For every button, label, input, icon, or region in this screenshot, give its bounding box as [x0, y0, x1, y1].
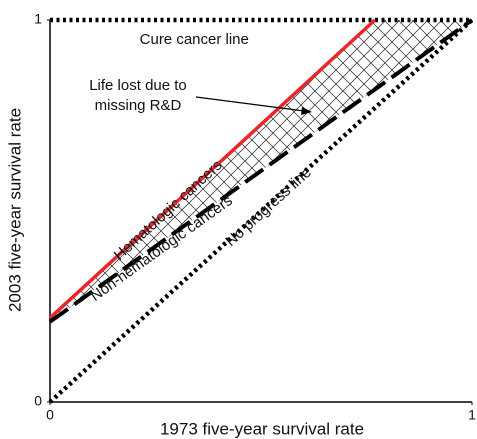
series-label: Cure cancer line	[140, 31, 249, 48]
x-axis-label: 1973 five-year survival rate	[160, 419, 364, 438]
annotation-arrow	[195, 96, 305, 112]
y-tick-label: 0	[34, 393, 42, 409]
series-line	[48, 18, 377, 320]
annotation: Life lost due to	[89, 77, 187, 94]
arrow-head	[301, 107, 312, 115]
y-tick-label: 1	[34, 11, 42, 27]
y-axis-label: 2003 five-year survival rate	[5, 108, 24, 312]
series-line	[48, 18, 474, 324]
x-tick-label: 1	[468, 407, 476, 423]
annotation: missing R&D	[95, 97, 182, 114]
x-tick-label: 0	[46, 407, 54, 423]
